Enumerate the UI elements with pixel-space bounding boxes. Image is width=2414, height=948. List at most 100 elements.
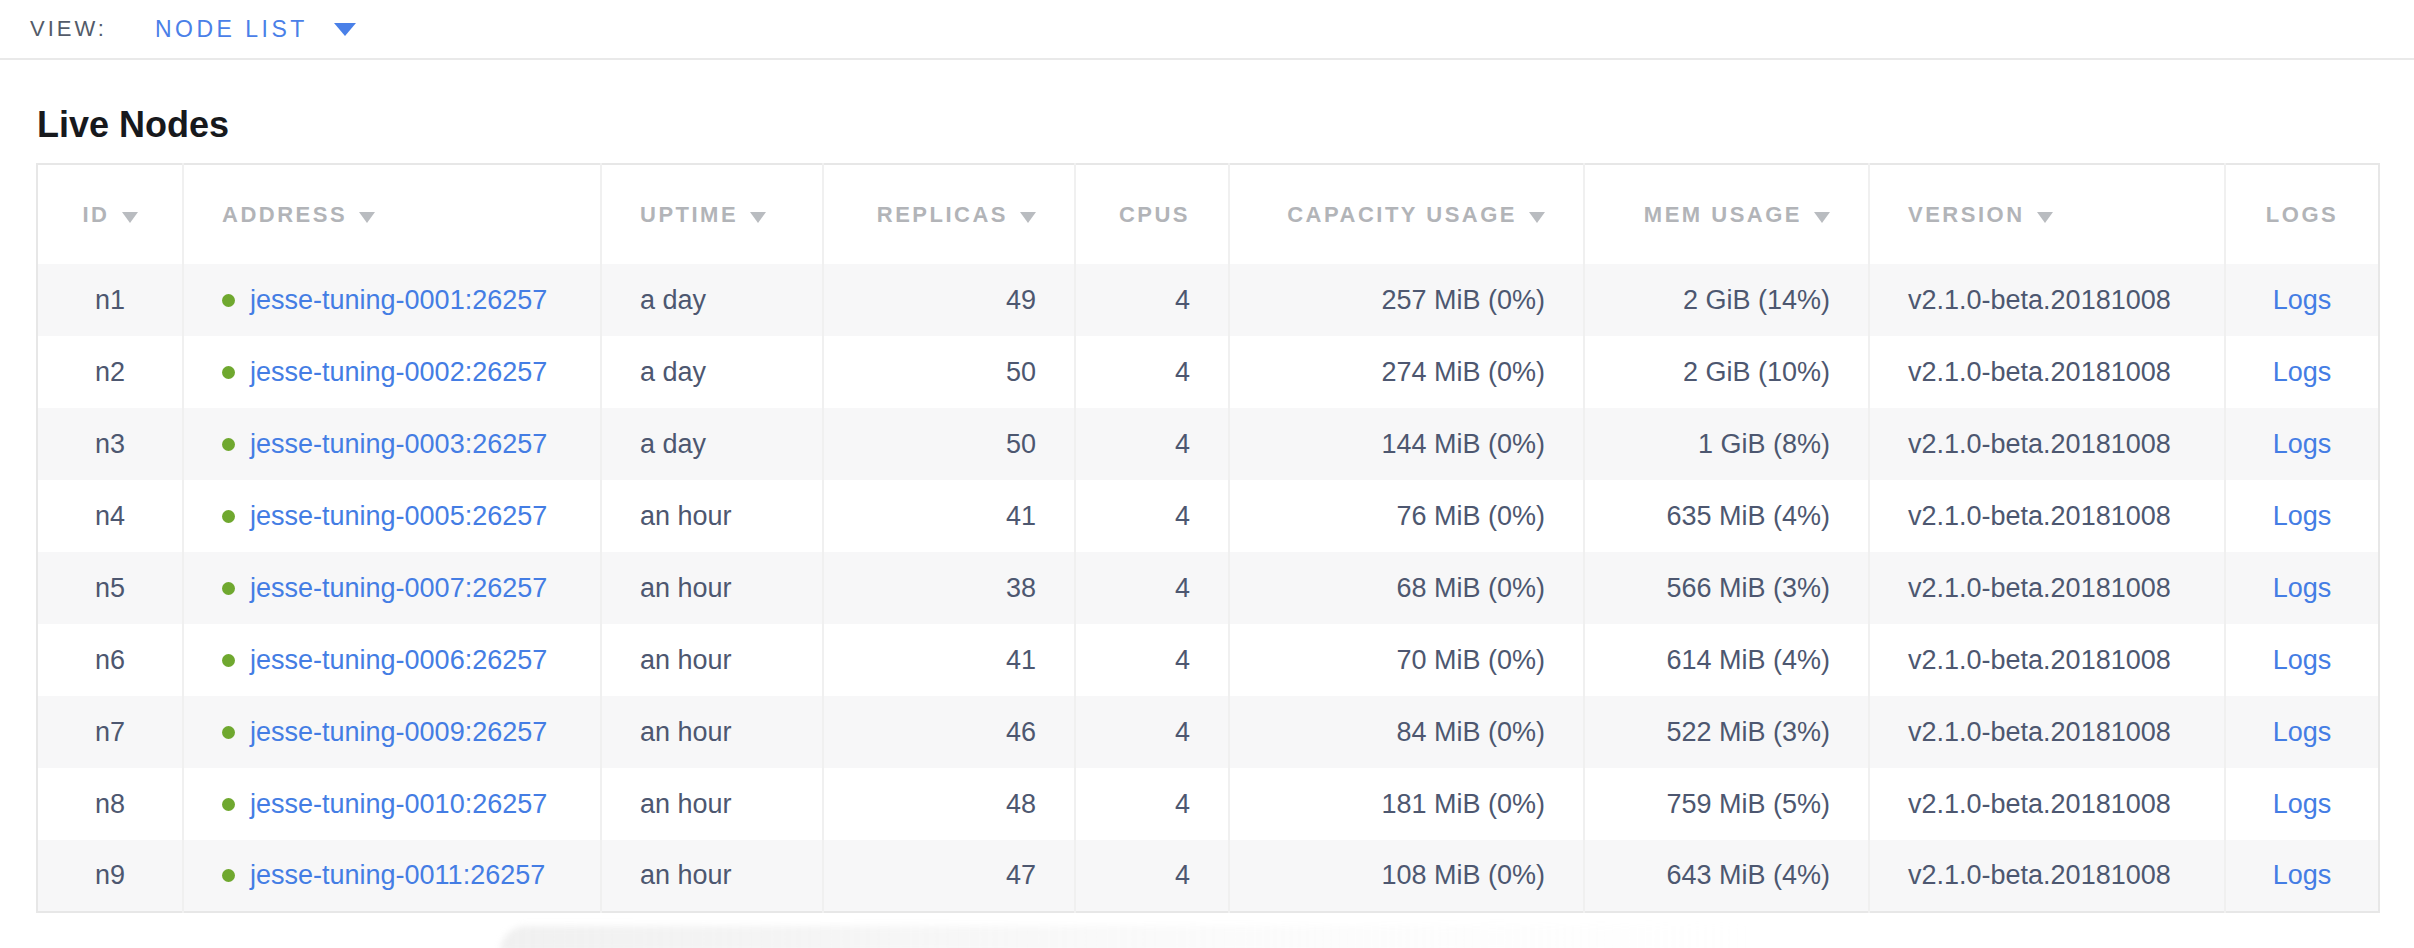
node-logs-link[interactable]: Logs [2273, 429, 2332, 459]
cell-mem_usage: 522 MiB (3%) [1584, 696, 1869, 768]
live-nodes-table-container: IDADDRESSUPTIMEREPLICASCPUSCAPACITY USAG… [36, 163, 2380, 913]
node-address-link[interactable]: jesse-tuning-0011:26257 [250, 860, 545, 891]
node-logs-link[interactable]: Logs [2273, 573, 2332, 603]
node-version-value: v2.1.0-beta.20181008 [1908, 789, 2171, 819]
column-label: UPTIME [640, 202, 738, 227]
table-row: n4jesse-tuning-0005:26257an hour41476 Mi… [37, 480, 2379, 552]
node-uptime-value: a day [640, 429, 706, 459]
node-logs-link[interactable]: Logs [2273, 789, 2332, 819]
column-label: ID [83, 202, 110, 227]
page-title: Live Nodes [37, 104, 229, 146]
table-row: n6 jesse-tuning-0006:26257 an hour 41 4 70 Mi… [37, 624, 2379, 696]
node-cpus-value: 4 [1175, 717, 1190, 747]
column-header-address[interactable]: ADDRESS [183, 164, 601, 264]
node-capacity_usage-value: 108 MiB (0%) [1381, 860, 1545, 890]
node-mem_usage-value: 614 MiB (4%) [1666, 645, 1830, 675]
table-row: n3jesse-tuning-0003:26257a day504144 MiB… [37, 408, 2379, 480]
cell-capacity_usage: 76 MiB (0%) [1229, 480, 1584, 552]
chevron-down-icon [334, 23, 356, 36]
sort-desc-icon [1529, 212, 1545, 223]
cell-address: jesse-tuning-0005:26257 [183, 480, 601, 552]
cell-uptime: an hour [601, 480, 823, 552]
cell-capacity_usage: 181 MiB (0%) [1229, 768, 1584, 840]
cell-uptime: an hour [601, 696, 823, 768]
column-header-id[interactable]: ID [37, 164, 183, 264]
node-version-value: v2.1.0-beta.20181008 [1908, 645, 2171, 675]
node-id-value: n7 [95, 717, 125, 747]
node-address: jesse-tuning-0005:26257 [222, 501, 562, 532]
cell-uptime: an hour [601, 840, 823, 912]
cell-version: v2.1.0-beta.20181008 [1869, 264, 2225, 336]
live-status-dot [222, 510, 235, 523]
cell-address: jesse-tuning-0011:26257 [183, 840, 601, 912]
node-address-link[interactable]: jesse-tuning-0007:26257 [250, 573, 547, 604]
node-version-value: v2.1.0-beta.20181008 [1908, 501, 2171, 531]
node-id-value: n9 [95, 860, 125, 890]
cell-version: v2.1.0-beta.20181008 [1869, 768, 2225, 840]
node-address: jesse-tuning-0007:26257 [222, 573, 562, 604]
node-uptime-value: an hour [640, 645, 732, 675]
cell-capacity_usage: 144 MiB (0%) [1229, 408, 1584, 480]
node-logs-link[interactable]: Logs [2273, 357, 2332, 387]
table-row: n5jesse-tuning-0007:26257an hour38468 Mi… [37, 552, 2379, 624]
node-address-link[interactable]: jesse-tuning-0010:26257 [250, 789, 547, 820]
node-replicas-value: 50 [1006, 429, 1036, 459]
cell-capacity_usage: 108 MiB (0%) [1229, 840, 1584, 912]
node-replicas-value: 48 [1006, 789, 1036, 819]
cell-capacity_usage: 84 MiB (0%) [1229, 696, 1584, 768]
cell-id: n3 [37, 408, 183, 480]
node-address-link[interactable]: jesse-tuning-0001:26257 [250, 285, 547, 316]
node-address-link[interactable]: jesse-tuning-0003:26257 [250, 429, 547, 460]
node-logs-link[interactable]: Logs [2273, 717, 2332, 747]
node-cpus-value: 4 [1175, 860, 1190, 890]
node-uptime-value: an hour [640, 860, 732, 890]
cell-replicas: 49 [823, 264, 1075, 336]
cell-capacity_usage: 274 MiB (0%) [1229, 336, 1584, 408]
node-address-link[interactable]: jesse-tuning-0002:26257 [250, 357, 547, 388]
column-header-mem_usage[interactable]: MEM USAGE [1584, 164, 1869, 264]
node-address-link[interactable]: jesse-tuning-0006:26257 [250, 645, 547, 676]
view-label: VIEW: [30, 16, 107, 42]
node-address-link[interactable]: jesse-tuning-0009:26257 [250, 717, 547, 748]
cell-address: jesse-tuning-0010:26257 [183, 768, 601, 840]
column-header-logs: LOGS [2225, 164, 2379, 264]
column-header-replicas[interactable]: REPLICAS [823, 164, 1075, 264]
cell-id: n4 [37, 480, 183, 552]
cell-id: n1 [37, 264, 183, 336]
node-replicas-value: 47 [1006, 860, 1036, 890]
cell-logs: Logs [2225, 552, 2379, 624]
cell-version: v2.1.0-beta.20181008 [1869, 408, 2225, 480]
cell-uptime: an hour [601, 552, 823, 624]
node-replicas-value: 41 [1006, 645, 1036, 675]
node-address-link[interactable]: jesse-tuning-0005:26257 [250, 501, 547, 532]
view-dropdown[interactable]: NODE LIST [155, 16, 356, 43]
table-row: n7 jesse-tuning-0009:26257 an hour 46 4 84 Mi… [37, 696, 2379, 768]
node-replicas-value: 49 [1006, 285, 1036, 315]
cell-id: n8 [37, 768, 183, 840]
cell-id: n6 [37, 624, 183, 696]
node-uptime-value: an hour [640, 573, 732, 603]
node-logs-link[interactable]: Logs [2273, 860, 2332, 890]
node-logs-link[interactable]: Logs [2273, 501, 2332, 531]
column-label: MEM USAGE [1644, 202, 1802, 227]
node-logs-link[interactable]: Logs [2273, 285, 2332, 315]
cell-id: n5 [37, 552, 183, 624]
cell-logs: Logs [2225, 480, 2379, 552]
node-cpus-value: 4 [1175, 645, 1190, 675]
cell-cpus: 4 [1075, 624, 1229, 696]
node-replicas-value: 46 [1006, 717, 1036, 747]
cell-capacity_usage: 70 MiB (0%) [1229, 624, 1584, 696]
table-row: n2jesse-tuning-0002:26257a day504274 MiB… [37, 336, 2379, 408]
live-status-dot [222, 726, 235, 739]
node-cpus-value: 4 [1175, 285, 1190, 315]
column-label: VERSION [1908, 202, 2025, 227]
node-version-value: v2.1.0-beta.20181008 [1908, 357, 2171, 387]
column-header-capacity_usage[interactable]: CAPACITY USAGE [1229, 164, 1584, 264]
column-header-uptime[interactable]: UPTIME [601, 164, 823, 264]
cell-uptime: an hour [601, 768, 823, 840]
node-cpus-value: 4 [1175, 573, 1190, 603]
node-mem_usage-value: 2 GiB (14%) [1683, 285, 1830, 315]
cell-mem_usage: 643 MiB (4%) [1584, 840, 1869, 912]
column-header-version[interactable]: VERSION [1869, 164, 2225, 264]
node-logs-link[interactable]: Logs [2273, 645, 2332, 675]
